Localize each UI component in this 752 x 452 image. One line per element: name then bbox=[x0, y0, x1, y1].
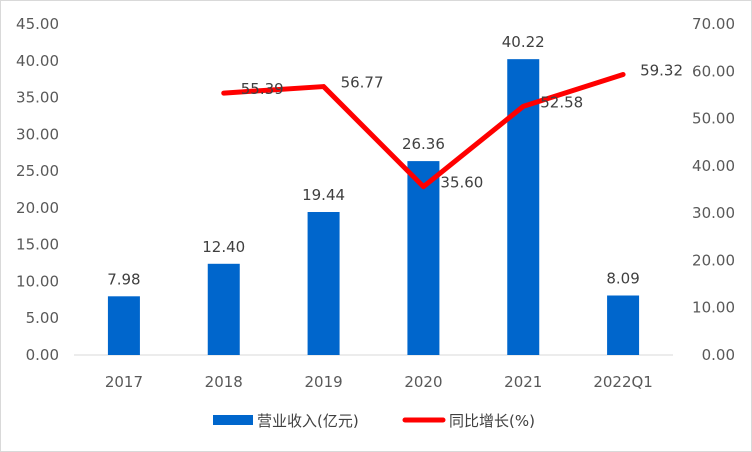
bar-data-label: 8.09 bbox=[606, 269, 639, 287]
bar bbox=[108, 296, 140, 355]
right-tick-label: 50.00 bbox=[692, 110, 735, 128]
left-tick-label: 0.00 bbox=[26, 346, 59, 364]
line-data-labels: 55.39 56.77 35.60 52.58 59.32 bbox=[241, 62, 683, 192]
right-tick-label: 0.00 bbox=[702, 346, 735, 364]
legend: 营业收入(亿元) 同比增长(%) bbox=[213, 412, 535, 430]
left-tick-label: 40.00 bbox=[16, 52, 59, 70]
bar bbox=[208, 264, 240, 355]
x-tick-label: 2019 bbox=[304, 373, 342, 391]
x-tick-label: 2022Q1 bbox=[593, 373, 653, 391]
left-tick-label: 20.00 bbox=[16, 199, 59, 217]
right-tick-label: 40.00 bbox=[692, 157, 735, 175]
line-data-label: 35.60 bbox=[440, 174, 483, 192]
bar bbox=[607, 295, 639, 355]
bar-data-label: 19.44 bbox=[302, 186, 345, 204]
x-tick-label: 2018 bbox=[205, 373, 243, 391]
bar bbox=[407, 161, 439, 355]
legend-bar-label: 营业收入(亿元) bbox=[257, 412, 359, 430]
line-data-label: 55.39 bbox=[241, 80, 284, 98]
right-axis-ticks: 0.00 10.00 20.00 30.00 40.00 50.00 60.00 70.00 bbox=[692, 15, 735, 364]
x-tick-label: 2021 bbox=[504, 373, 542, 391]
left-tick-label: 35.00 bbox=[16, 89, 59, 107]
right-tick-label: 70.00 bbox=[692, 15, 735, 33]
right-tick-label: 30.00 bbox=[692, 204, 735, 222]
x-axis-ticks: 2017 2018 2019 2020 2021 2022Q1 bbox=[105, 373, 653, 391]
legend-bar-swatch bbox=[213, 415, 253, 425]
left-tick-label: 30.00 bbox=[16, 125, 59, 143]
bar-data-label: 40.22 bbox=[502, 33, 545, 51]
legend-line-label: 同比增长(%) bbox=[449, 412, 535, 430]
right-tick-label: 60.00 bbox=[692, 62, 735, 80]
right-tick-label: 20.00 bbox=[692, 251, 735, 269]
bar-data-label: 26.36 bbox=[402, 135, 445, 153]
left-tick-label: 10.00 bbox=[16, 272, 59, 290]
left-tick-label: 25.00 bbox=[16, 162, 59, 180]
left-tick-label: 15.00 bbox=[16, 236, 59, 254]
bar bbox=[308, 212, 340, 355]
line-data-label: 52.58 bbox=[540, 93, 583, 111]
left-tick-label: 5.00 bbox=[26, 309, 59, 327]
bar-data-label: 12.40 bbox=[202, 238, 245, 256]
right-tick-label: 10.00 bbox=[692, 299, 735, 317]
left-axis-ticks: 0.00 5.00 10.00 15.00 20.00 25.00 30.00 35.00 40… bbox=[16, 15, 59, 364]
line-data-label: 59.32 bbox=[640, 62, 683, 80]
bar-data-labels: 7.98 12.40 19.44 26.36 40.22 8.09 bbox=[107, 33, 640, 288]
left-tick-label: 45.00 bbox=[16, 15, 59, 33]
line-data-label: 56.77 bbox=[341, 74, 384, 92]
x-tick-label: 2017 bbox=[105, 373, 143, 391]
bar-data-label: 7.98 bbox=[107, 270, 140, 288]
x-tick-label: 2020 bbox=[404, 373, 442, 391]
